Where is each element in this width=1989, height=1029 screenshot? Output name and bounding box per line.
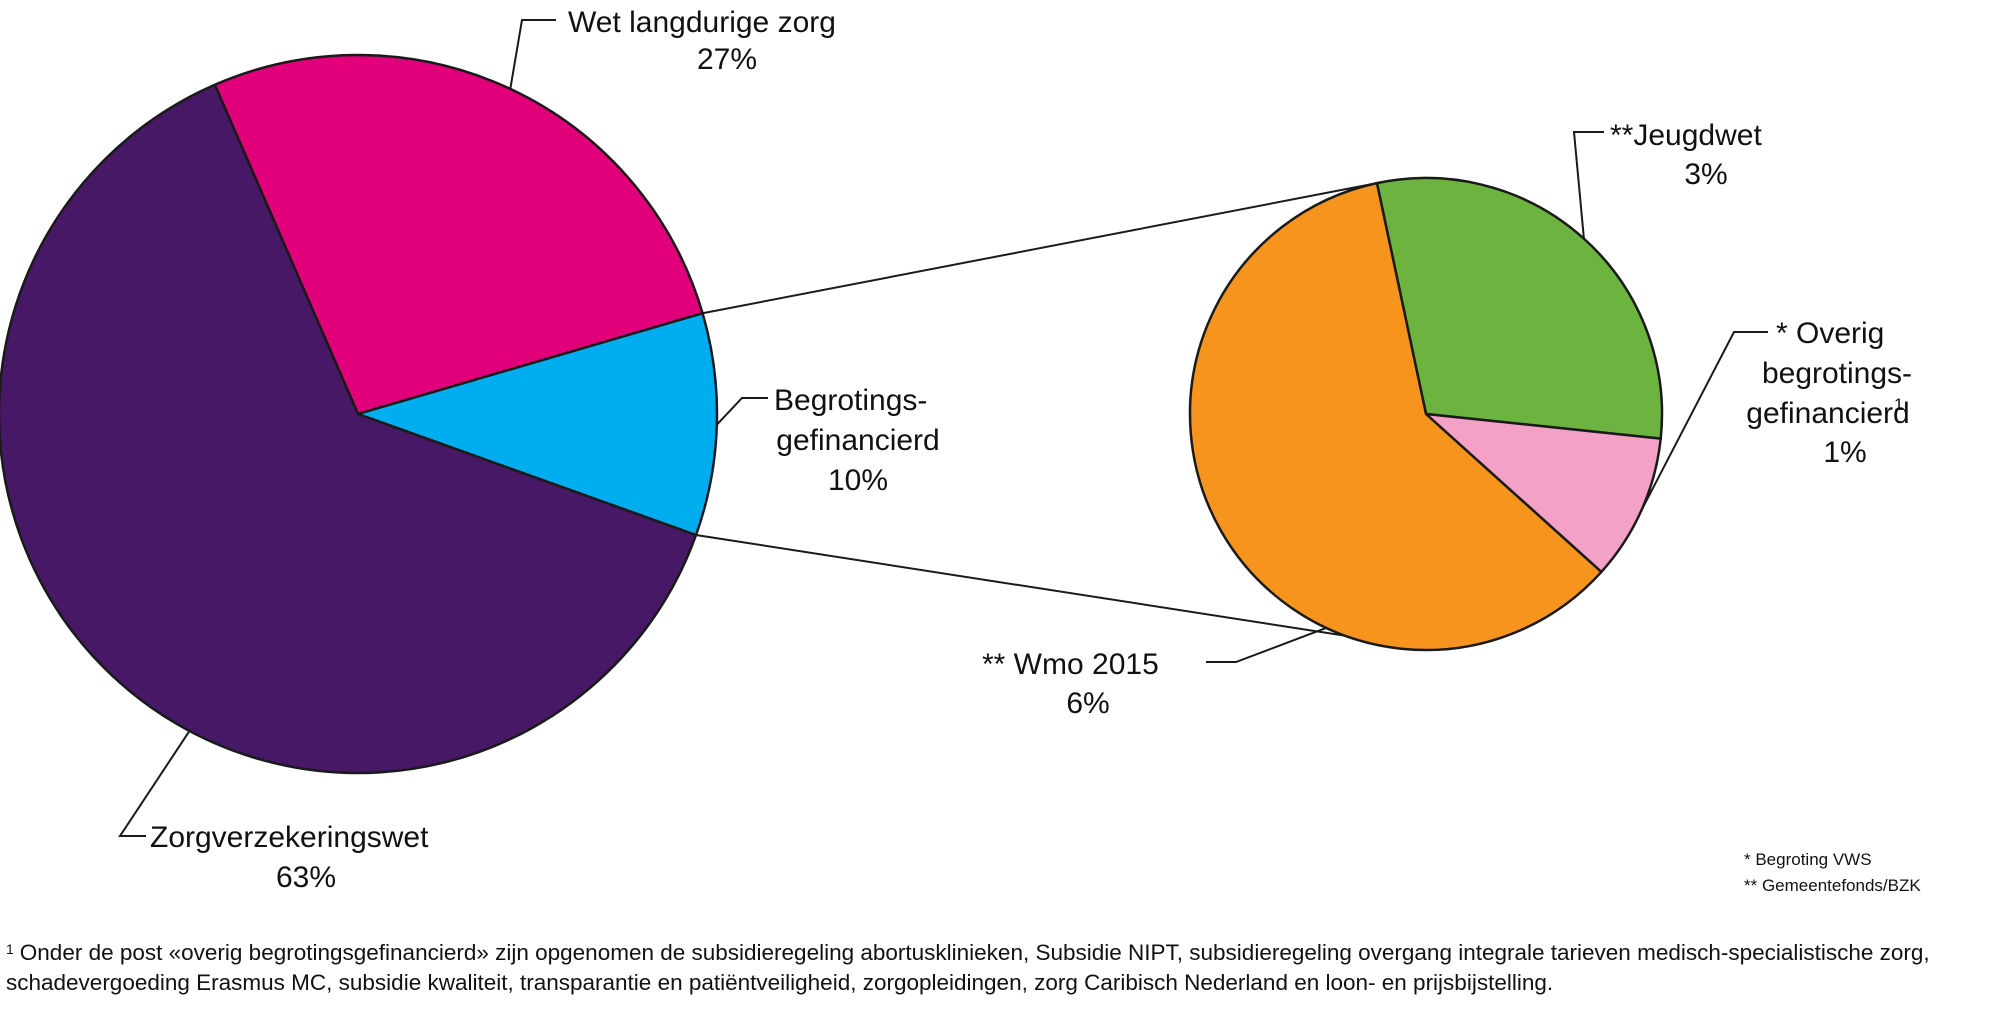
slice-value-overig: 1% bbox=[1823, 436, 1866, 469]
main-pie bbox=[0, 53, 719, 775]
slice-value-wlz: 27% bbox=[697, 43, 757, 76]
connector-lines bbox=[695, 182, 1378, 637]
slice-label-begrotingsgefinancierd-2: gefinancierd bbox=[776, 424, 939, 457]
breakdown-pie bbox=[1188, 176, 1664, 652]
footnote-marker: 1 bbox=[6, 941, 14, 957]
note-begroting-vws: * Begroting VWS bbox=[1744, 850, 1872, 869]
footnote-text: Onder de post «overig begrotingsgefinanc… bbox=[6, 940, 1930, 995]
leader-overig bbox=[1640, 331, 1768, 511]
leader-begrotingsgefinancierd bbox=[716, 397, 768, 426]
footnote-marker-overig: 1 bbox=[1894, 395, 1903, 414]
note-gemeentefonds: ** Gemeentefonds/BZK bbox=[1744, 876, 1921, 895]
leader-jeugdwet bbox=[1572, 131, 1604, 239]
connector-line-top bbox=[702, 182, 1378, 315]
slice-value-wmo: 6% bbox=[1066, 687, 1109, 720]
slice-value-begrotingsgefinancierd: 10% bbox=[828, 464, 888, 497]
slice-value-jeugdwet: 3% bbox=[1684, 158, 1727, 191]
slice-zorgverzekeringswet bbox=[0, 83, 698, 775]
footnote: 1 Onder de post «overig begrotingsgefinan… bbox=[6, 938, 1966, 998]
leader-lines bbox=[118, 19, 1768, 837]
slice-label-wlz: Wet langdurige zorg bbox=[568, 6, 836, 39]
leader-wlz bbox=[509, 19, 556, 90]
slice-label-overig-3: gefinancierd bbox=[1746, 397, 1909, 430]
leader-wmo bbox=[1206, 626, 1327, 663]
slice-value-zvw: 63% bbox=[276, 861, 336, 894]
slice-label-overig-1: * Overig bbox=[1776, 317, 1884, 350]
slice-label-begrotingsgefinancierd-1: Begrotings- bbox=[774, 384, 927, 417]
connector-line-bottom bbox=[695, 534, 1346, 637]
slice-overig-begrotings-gefinancierd bbox=[1424, 412, 1662, 574]
slice-label-jeugdwet: **Jeugdwet bbox=[1610, 119, 1762, 152]
leader-zvw bbox=[118, 730, 191, 837]
slice-label-overig-2: begrotings- bbox=[1762, 357, 1912, 390]
slice-jeugdwet bbox=[1375, 176, 1664, 440]
slice-wmo-2015 bbox=[1188, 181, 1603, 652]
slice-wet-langdurige-zorg bbox=[213, 53, 704, 416]
slice-label-zvw: Zorgverzekeringswet bbox=[150, 821, 429, 854]
slice-label-wmo: ** Wmo 2015 bbox=[982, 648, 1159, 681]
slice-begrotings-gefinancierd bbox=[356, 311, 719, 537]
